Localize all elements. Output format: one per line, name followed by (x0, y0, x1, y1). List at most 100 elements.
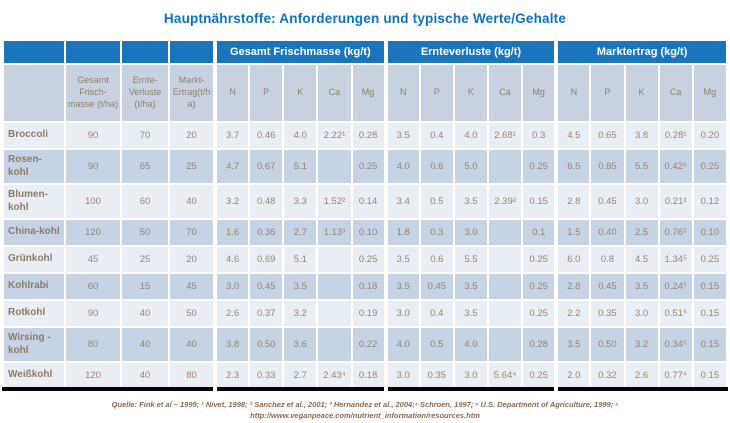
value-cell: 0.15 (691, 299, 729, 328)
header-spacer (64, 39, 122, 65)
value-cell: 80 (168, 361, 216, 390)
value-cell: 0.50 (589, 326, 626, 363)
value-cell: 0.28 (350, 121, 387, 150)
value-cell: 3.7 (212, 121, 251, 150)
value-cell: 1.52² (316, 183, 353, 220)
value-cell: 3.2 (212, 183, 251, 220)
value-cell: 80 (64, 326, 122, 363)
value-cell: 0.1 (521, 218, 558, 247)
value-cell: 20 (168, 121, 216, 150)
value-cell: 4.5 (554, 121, 592, 150)
value-cell: 0.10 (691, 218, 729, 247)
table-row: Broccoli 90 70 20 3.7 0.46 4.0 2.22¹ 0.28 3.5 0.4 4… (2, 121, 729, 150)
table-row: Blumen-kohl 100 60 40 3.2 0.48 3.3 1.52² 0.14 3.4… (2, 183, 729, 220)
value-cell: 0.4 (418, 299, 455, 328)
value-cell: 0.32 (589, 361, 626, 390)
column-header: Mg (350, 63, 387, 123)
value-cell: 3.5 (383, 245, 421, 274)
value-cell: 3.0 (383, 299, 421, 328)
value-cell: 0.35 (589, 299, 626, 328)
table-row: China-kohl 120 50 70 1.6 0.36 2.7 1.13³ 0.10 1.8 0… (2, 218, 729, 247)
value-cell: 2.43⁴ (316, 361, 353, 390)
value-cell: 3.5 (554, 326, 592, 363)
value-cell: 120 (64, 361, 122, 390)
table-body: Broccoli 90 70 20 3.7 0.46 4.0 2.22¹ 0.28 3.5 0.4 4… (2, 121, 729, 390)
column-header: Ca (316, 63, 353, 123)
value-cell: 6.5 (554, 148, 592, 185)
value-cell (486, 272, 524, 301)
value-cell: 0.45 (589, 183, 626, 220)
value-cell: 3.5 (452, 183, 490, 220)
value-cell: 0.35 (418, 361, 455, 390)
value-cell: 3.0 (452, 218, 490, 247)
value-cell: 4.7 (212, 148, 251, 185)
column-header: N (212, 63, 251, 123)
value-cell: 2.5 (623, 218, 660, 247)
value-cell: 0.85 (589, 148, 626, 185)
value-cell: 0.45 (248, 272, 285, 301)
row-label: China-kohl (2, 218, 66, 247)
value-cell: 1.13³ (316, 218, 353, 247)
value-cell: 2.39² (486, 183, 524, 220)
value-cell: 3.5 (452, 299, 490, 328)
row-label: Blumen-kohl (2, 183, 66, 220)
value-cell: 50 (120, 218, 170, 247)
value-cell (486, 218, 524, 247)
value-cell: 40 (120, 361, 170, 390)
value-cell: 5.64⁴ (486, 361, 524, 390)
value-cell: 90 (64, 121, 122, 150)
column-header: Markt-Ertrag(t/ha) (168, 63, 216, 123)
value-cell: 4.0 (282, 121, 319, 150)
value-cell: 0.45 (418, 272, 455, 301)
value-cell: 45 (64, 245, 122, 274)
value-cell: 0.25 (521, 361, 558, 390)
value-cell: 3.8 (623, 121, 660, 150)
value-cell: 70 (168, 218, 216, 247)
value-cell: 60 (120, 183, 170, 220)
value-cell: 0.28¹ (657, 121, 694, 150)
value-cell: 0.15 (691, 326, 729, 363)
value-cell: 5.1 (282, 148, 319, 185)
column-header: P (418, 63, 455, 123)
value-cell: 3.8 (212, 326, 251, 363)
value-cell: 0.33 (248, 361, 285, 390)
value-cell: 0.6 (418, 148, 455, 185)
value-cell: 0.25 (691, 148, 729, 185)
value-cell: 2.0 (554, 361, 592, 390)
value-cell: 3.5 (282, 272, 319, 301)
value-cell: 0.67 (248, 148, 285, 185)
value-cell (486, 148, 524, 185)
value-cell: 0.48 (248, 183, 285, 220)
value-cell: 4.0 (383, 326, 421, 363)
value-cell: 2.68¹ (486, 121, 524, 150)
value-cell: 15 (120, 272, 170, 301)
value-cell (316, 326, 353, 363)
value-cell: 0.25 (521, 148, 558, 185)
value-cell: 0.36 (248, 218, 285, 247)
page-title: Hauptnährstoffe: Anforderungen und typis… (163, 11, 567, 26)
value-cell: 25 (120, 245, 170, 274)
table-row: Rosen-kohl 90 65 25 4.7 0.67 5.1 0.25 4.0 0.6 5.0 0… (2, 148, 729, 185)
source-note: Quelle: Fink et al – 1999; ¹ Nivet, 1998… (111, 400, 619, 421)
value-cell: 0.40 (589, 218, 626, 247)
value-cell: 0.19 (350, 299, 387, 328)
table-row: Weißkohl 120 40 80 2.3 0.33 2.7 2.43⁴ 0.18 3.0 0.3… (2, 361, 729, 390)
value-cell: 0.5 (418, 326, 455, 363)
value-cell: 40 (168, 183, 216, 220)
value-cell: 4.0 (452, 326, 490, 363)
value-cell: 3.5 (452, 272, 490, 301)
value-cell: 25 (168, 148, 216, 185)
value-cell: 2.2 (554, 299, 592, 328)
value-cell: 5.5 (452, 245, 490, 274)
value-cell: 0.8 (589, 245, 626, 274)
value-cell: 90 (64, 148, 122, 185)
value-cell: 90 (64, 299, 122, 328)
value-cell (316, 148, 353, 185)
value-cell: 0.50 (248, 326, 285, 363)
value-cell: 0.77⁴ (657, 361, 694, 390)
value-cell: 5.0 (452, 148, 490, 185)
value-cell: 3.6 (282, 326, 319, 363)
value-cell: 1.34⁵ (657, 245, 694, 274)
value-cell: 3.0 (623, 183, 660, 220)
value-cell: 60 (64, 272, 122, 301)
